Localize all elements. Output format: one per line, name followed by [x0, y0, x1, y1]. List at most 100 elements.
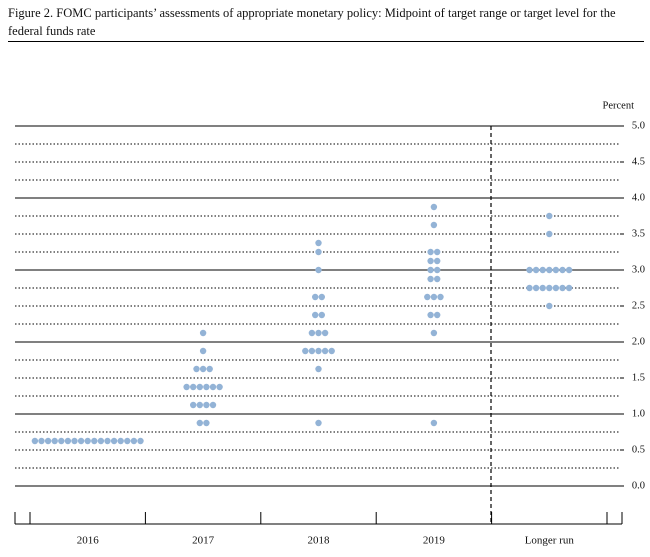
dot	[552, 266, 560, 274]
dot	[539, 266, 546, 274]
y-tick-label: 4.5	[632, 156, 645, 167]
dot-row	[430, 329, 438, 337]
y-tick-label: 0.5	[632, 444, 645, 455]
dot	[315, 419, 322, 427]
dot-row	[526, 266, 573, 274]
dot	[84, 437, 91, 445]
dot	[315, 329, 322, 337]
dot	[434, 248, 441, 256]
dot	[430, 419, 438, 427]
dot-row	[430, 221, 438, 229]
dot	[203, 383, 210, 391]
y-tick-label: 0.0	[632, 480, 645, 491]
dot	[559, 266, 566, 274]
dot	[110, 437, 118, 445]
dot	[526, 284, 533, 292]
x-tick-label: 2016	[77, 535, 100, 547]
dot	[427, 275, 434, 283]
dot	[328, 347, 335, 355]
dot	[206, 365, 213, 373]
dot	[38, 437, 45, 445]
dot	[196, 383, 203, 391]
dot-row	[315, 266, 322, 274]
dot-row	[190, 401, 217, 409]
y-tick-label: 2.0	[632, 336, 645, 347]
dot	[44, 437, 52, 445]
dot	[526, 266, 533, 274]
dot	[97, 437, 105, 445]
dot	[437, 293, 444, 301]
dot-row	[546, 302, 553, 310]
dot-row	[308, 329, 329, 337]
dot	[302, 347, 309, 355]
dot	[539, 284, 546, 292]
dot-row	[315, 239, 322, 247]
dot-row	[199, 347, 207, 355]
dot-row	[312, 311, 325, 319]
dot	[315, 266, 322, 274]
dot	[308, 347, 316, 355]
dot	[124, 437, 131, 445]
x-tick-label: 2019	[423, 535, 446, 547]
dot	[77, 437, 85, 445]
dot	[203, 401, 210, 409]
dot	[565, 284, 573, 292]
dot-row	[312, 293, 325, 301]
dot	[565, 266, 573, 274]
x-tick-label: 2017	[192, 535, 215, 547]
dot	[434, 257, 441, 265]
dot-row	[546, 212, 553, 220]
dot	[532, 284, 540, 292]
dot	[315, 347, 322, 355]
dot-row	[526, 284, 573, 292]
dot	[427, 266, 434, 274]
dot	[130, 437, 138, 445]
dot	[315, 365, 322, 373]
dot	[31, 437, 39, 445]
dot	[58, 437, 65, 445]
dot	[532, 266, 540, 274]
x-tick-label: Longer run	[525, 535, 575, 547]
dot	[51, 437, 58, 445]
dot	[315, 248, 322, 256]
dot	[196, 401, 203, 409]
dot	[430, 203, 438, 211]
y-tick-label: 1.5	[632, 372, 645, 383]
dot	[183, 383, 190, 391]
dot	[117, 437, 124, 445]
dot	[137, 437, 144, 445]
y-tick-label: 2.5	[632, 300, 645, 311]
dot	[199, 365, 207, 373]
dot	[427, 248, 434, 256]
dot	[190, 401, 197, 409]
chart-title: Figure 2. FOMC participants’ assessments…	[8, 4, 644, 42]
dot-row	[196, 419, 210, 427]
dot	[552, 284, 560, 292]
dot	[209, 401, 217, 409]
dot	[308, 329, 316, 337]
dot	[434, 311, 441, 319]
dot	[104, 437, 111, 445]
dot-row	[183, 383, 223, 391]
dot	[64, 437, 72, 445]
y-tick-label: 3.0	[632, 264, 645, 275]
dot	[91, 437, 98, 445]
dot	[321, 347, 329, 355]
dot	[209, 383, 217, 391]
dot	[434, 275, 441, 283]
dot	[312, 311, 319, 319]
dot	[193, 365, 200, 373]
dot	[312, 293, 319, 301]
dot-row	[427, 257, 441, 265]
dot-row	[31, 437, 144, 445]
dot-row	[199, 329, 207, 337]
y-tick-label: 1.0	[632, 408, 645, 419]
dot	[427, 311, 434, 319]
dot	[546, 284, 553, 292]
dot	[546, 212, 553, 220]
dot	[318, 293, 325, 301]
dot	[546, 230, 553, 238]
dot-row	[302, 347, 335, 355]
